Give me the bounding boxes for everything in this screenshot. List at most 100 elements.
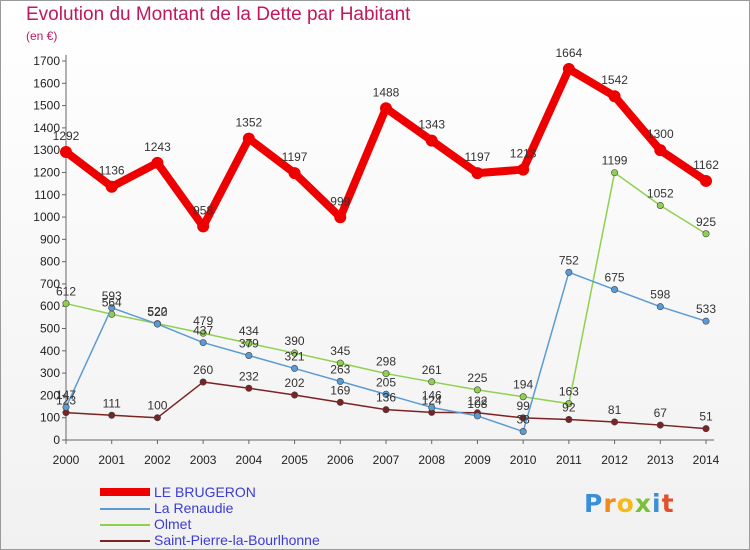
data-point xyxy=(565,268,573,276)
legend-swatch xyxy=(100,540,150,542)
data-point xyxy=(656,201,664,209)
x-tick-label: 2010 xyxy=(510,453,537,467)
y-tick-label: 700 xyxy=(40,277,60,291)
data-point xyxy=(336,359,344,367)
data-label: 958 xyxy=(193,203,213,217)
data-label: 598 xyxy=(650,288,670,302)
data-point xyxy=(565,400,573,408)
data-point xyxy=(380,102,392,115)
data-label: 124 xyxy=(422,393,442,407)
y-tick-label: 1100 xyxy=(34,188,60,202)
y-tick-label: 300 xyxy=(40,366,60,380)
data-label: 479 xyxy=(193,314,213,328)
data-point xyxy=(473,386,481,394)
data-point xyxy=(656,303,664,311)
data-point xyxy=(654,144,667,157)
data-point xyxy=(428,378,436,386)
data-point xyxy=(382,370,390,378)
data-point xyxy=(153,320,161,328)
data-point xyxy=(105,180,118,193)
x-tick-label: 2004 xyxy=(236,453,263,467)
data-point xyxy=(471,167,484,180)
data-label: 205 xyxy=(376,375,396,389)
legend-label: La Renaudie xyxy=(154,500,234,516)
data-label: 1162 xyxy=(693,158,719,172)
data-label: 1197 xyxy=(282,150,308,164)
x-tick-label: 2012 xyxy=(601,453,628,467)
data-point xyxy=(611,286,619,294)
data-point xyxy=(702,317,710,325)
data-label: 261 xyxy=(422,363,442,377)
data-label: 752 xyxy=(559,253,579,267)
data-label: 390 xyxy=(285,334,305,348)
data-label: 163 xyxy=(559,385,579,399)
data-point xyxy=(519,393,527,401)
data-point xyxy=(473,412,481,420)
data-point xyxy=(245,352,253,360)
data-point xyxy=(288,167,301,180)
data-label: 81 xyxy=(608,403,622,417)
data-label: 321 xyxy=(285,349,305,363)
x-tick-label: 2001 xyxy=(98,453,125,467)
y-tick-label: 900 xyxy=(40,232,60,246)
data-point xyxy=(151,156,164,169)
data-point xyxy=(60,145,72,158)
data-label: 675 xyxy=(605,271,625,285)
data-label: 1213 xyxy=(510,147,537,161)
data-point xyxy=(199,329,207,337)
data-label: 520 xyxy=(147,305,167,319)
data-point xyxy=(108,411,116,419)
data-point xyxy=(245,384,253,392)
data-label: 169 xyxy=(330,383,350,397)
data-point xyxy=(199,378,207,386)
data-point xyxy=(428,403,436,411)
data-label: 1343 xyxy=(418,118,445,132)
data-label: 92 xyxy=(562,400,576,414)
y-tick-label: 100 xyxy=(40,411,60,425)
x-tick-label: 2000 xyxy=(53,453,80,467)
data-label: 564 xyxy=(102,295,122,309)
x-tick-label: 2005 xyxy=(281,453,308,467)
data-point xyxy=(334,211,347,224)
legend-label: Olmet xyxy=(154,516,192,532)
legend-swatch xyxy=(100,508,150,510)
data-point xyxy=(425,134,438,147)
data-point xyxy=(291,349,299,357)
y-tick-label: 200 xyxy=(40,388,60,402)
data-point xyxy=(519,428,527,436)
y-tick-label: 0 xyxy=(53,433,60,447)
y-tick-label: 800 xyxy=(40,255,60,269)
x-tick-label: 2006 xyxy=(327,453,354,467)
data-point xyxy=(197,220,210,233)
legend-label: Saint-Pierre-la-Bourlhonne xyxy=(154,532,320,548)
data-label: 612 xyxy=(56,285,76,299)
data-label: 232 xyxy=(239,369,259,383)
data-label: 263 xyxy=(330,362,350,376)
data-point xyxy=(336,377,344,385)
data-label: 999 xyxy=(330,194,350,208)
data-label: 38 xyxy=(516,413,530,427)
data-label: 51 xyxy=(699,410,713,424)
y-tick-label: 1600 xyxy=(33,76,60,90)
data-label: 1197 xyxy=(465,150,491,164)
data-label: 111 xyxy=(103,396,122,410)
data-label: 136 xyxy=(376,391,396,405)
y-tick-label: 400 xyxy=(40,344,60,358)
data-label: 1300 xyxy=(647,127,674,141)
data-label: 225 xyxy=(467,371,487,385)
data-label: 925 xyxy=(696,215,716,229)
chart-title: Evolution du Montant de la Dette par Hab… xyxy=(26,4,411,25)
y-tick-label: 1000 xyxy=(33,210,60,224)
data-label: 1664 xyxy=(556,46,583,60)
data-label: 1243 xyxy=(144,140,171,154)
data-point xyxy=(565,415,573,423)
data-label: 146 xyxy=(422,388,442,402)
data-label: 108 xyxy=(467,397,487,411)
x-tick-label: 2008 xyxy=(418,453,445,467)
data-point xyxy=(199,339,207,347)
data-label: 298 xyxy=(376,355,396,369)
data-point xyxy=(702,230,710,238)
x-tick-label: 2007 xyxy=(373,453,400,467)
